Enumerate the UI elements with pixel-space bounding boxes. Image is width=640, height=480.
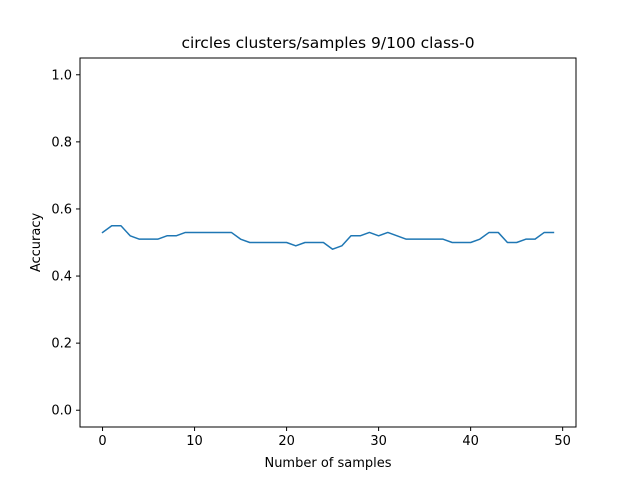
y-axis: 0.0 0.2 0.4 0.6 0.8 1.0: [51, 68, 80, 419]
x-axis-label: Number of samples: [264, 456, 391, 471]
y-tick-label: 0.2: [51, 337, 72, 352]
x-tick-label: 10: [186, 434, 203, 449]
x-axis: 0 10 20 30 40 50: [98, 427, 571, 449]
series-line: [101, 224, 555, 250]
x-tick-label: 20: [278, 434, 295, 449]
y-tick-label: 0.0: [51, 404, 72, 419]
y-tick-label: 0.4: [51, 270, 72, 285]
x-tick-label: 30: [370, 434, 387, 449]
chart-title: circles clusters/samples 9/100 class-0: [181, 34, 474, 52]
x-tick-label: 50: [554, 434, 571, 449]
series-layer: [101, 224, 555, 250]
plot-area: [80, 58, 576, 427]
x-tick-label: 0: [98, 434, 106, 449]
y-axis-label: Accuracy: [29, 213, 44, 273]
x-tick-label: 40: [462, 434, 479, 449]
y-tick-label: 0.8: [51, 135, 72, 150]
plot-frame: [79, 57, 577, 428]
y-tick-label: 0.6: [51, 202, 72, 217]
y-tick-label: 1.0: [51, 68, 72, 83]
